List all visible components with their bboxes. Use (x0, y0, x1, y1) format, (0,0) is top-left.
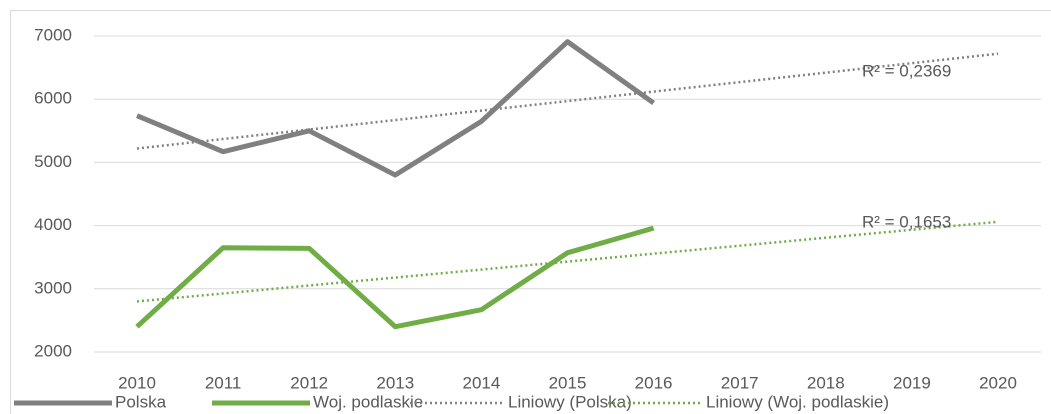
legend-label: Polska (115, 392, 167, 411)
x-tick-label: 2015 (549, 373, 587, 392)
annotation: R² = 0,2369 (862, 61, 951, 80)
x-tick-label: 2013 (376, 373, 414, 392)
x-tick-label: 2011 (205, 373, 242, 392)
x-tick-label: 2010 (118, 373, 156, 392)
y-tick-label: 4000 (34, 215, 72, 234)
x-tick-label: 2020 (979, 373, 1017, 392)
annotation: R² = 0,1653 (862, 212, 951, 231)
legend-label: Liniowy (Polska) (508, 392, 632, 411)
x-tick-label: 2012 (290, 373, 328, 392)
trend-line (136, 52, 999, 150)
x-tick-label: 2014 (462, 373, 500, 392)
chart-frame (10, 10, 1051, 414)
y-tick-label: 6000 (34, 89, 72, 108)
y-tick-label: 2000 (34, 341, 72, 360)
data-line (135, 225, 655, 330)
legend-label: Liniowy (Woj. podlaskie) (706, 392, 889, 411)
x-tick-label: 2017 (721, 373, 759, 392)
x-tick-label: 2018 (807, 373, 845, 392)
data-line (136, 39, 656, 178)
trend-line (136, 220, 999, 303)
y-tick-label: 5000 (34, 152, 72, 171)
y-tick-label: 3000 (34, 278, 72, 297)
x-tick-label: 2016 (635, 373, 673, 392)
y-tick-label: 7000 (34, 25, 72, 44)
x-tick-label: 2019 (893, 373, 931, 392)
legend-label: Woj. podlaskie (313, 392, 423, 411)
